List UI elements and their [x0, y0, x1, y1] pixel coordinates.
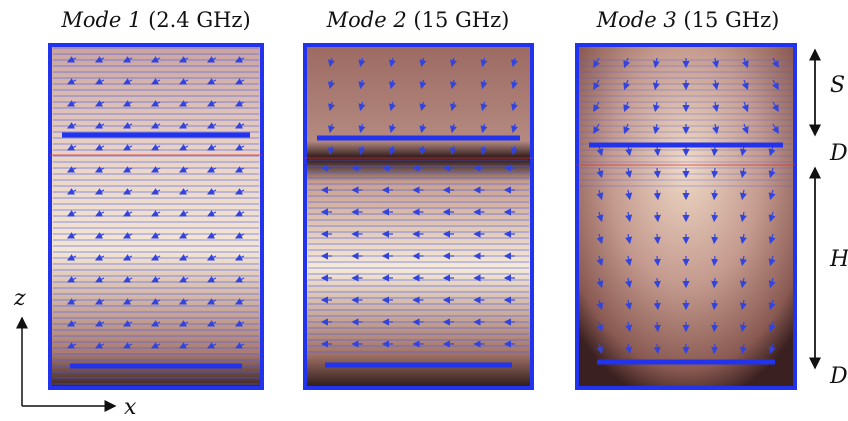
figure: Mode 1 (2.4 GHz) Mode 2 (15 GHz) Mode 3 …: [0, 0, 848, 421]
dim-label: D: [829, 364, 848, 389]
dim-label: S: [830, 73, 845, 98]
panel-title: Mode 2 (15 GHz): [326, 8, 510, 32]
panel-title: Mode 1 (2.4 GHz): [60, 8, 250, 32]
axis-label: x: [124, 395, 137, 420]
dim-label: D: [829, 141, 848, 166]
axis-label: z: [13, 286, 26, 311]
field-map: [50, 45, 262, 388]
mode: Mode 1: [60, 8, 141, 32]
frequency: (15 GHz): [413, 8, 509, 32]
panels: [50, 45, 795, 388]
dim-label: H: [829, 247, 848, 272]
mode: Mode 2: [326, 8, 407, 32]
field-map: [305, 45, 532, 388]
frequency: (2.4 GHz): [148, 8, 251, 32]
panel-title: Mode 3 (15 GHz): [596, 8, 780, 32]
frequency: (15 GHz): [683, 8, 779, 32]
mode: Mode 3: [596, 8, 677, 32]
